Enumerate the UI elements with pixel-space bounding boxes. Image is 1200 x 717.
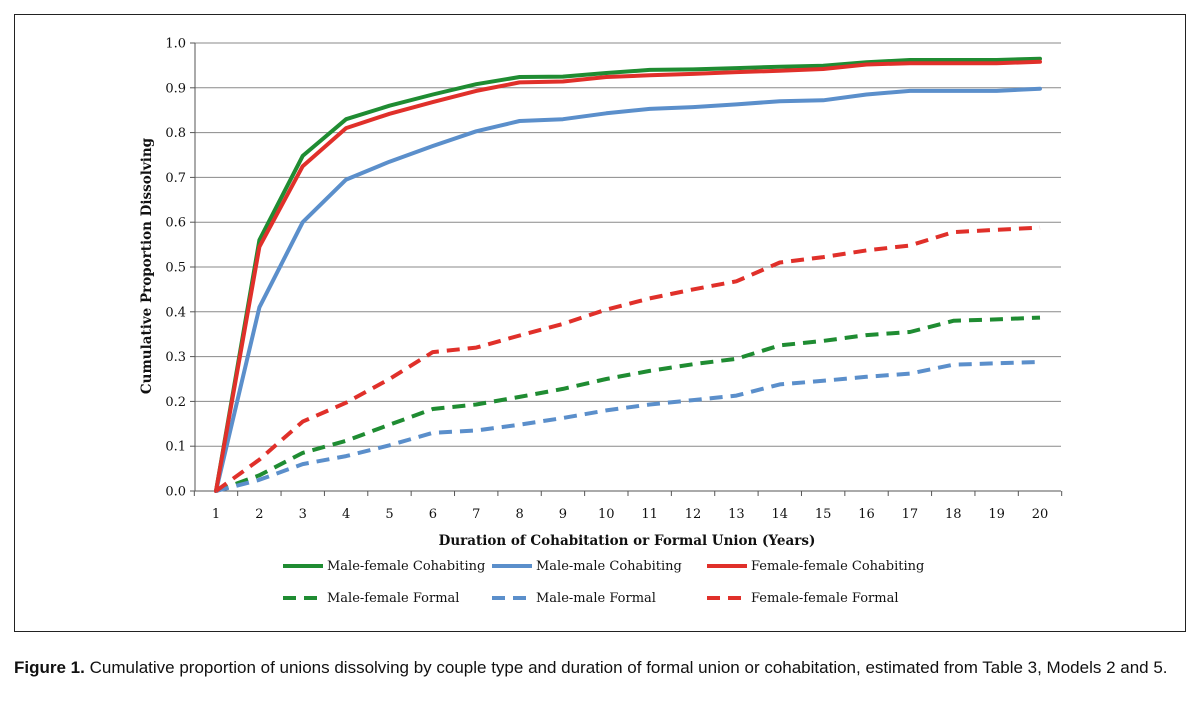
xtick-label-18: 19	[988, 507, 1005, 522]
xtick-label-19: 20	[1032, 507, 1049, 522]
xtick-label-13: 14	[772, 507, 789, 522]
xtick-label-2: 3	[299, 507, 307, 522]
series-line-male-female-cohabiting	[214, 56, 1042, 493]
legend-label-male-female-cohabiting: Male-female Cohabiting	[327, 559, 485, 574]
xtick-label-11: 12	[685, 507, 702, 522]
xtick-label-3: 4	[342, 507, 350, 522]
legend-label-male-male-cohabiting: Male-male Cohabiting	[536, 559, 682, 574]
ytick-label-1: 0.1	[165, 440, 186, 455]
legend-label-female-female-formal: Female-female Formal	[751, 591, 898, 606]
legend-item-male-male-formal: Male-male Formal	[492, 591, 656, 606]
xtick-label-1: 2	[255, 507, 263, 522]
xtick-label-12: 13	[728, 507, 745, 522]
x-tick-labels: 1 2 3 4 5 6 7 8 9 10 11 12 13 14 15 16 17 18 19 20	[212, 507, 1048, 522]
ytick-label-9: 0.9	[165, 81, 186, 96]
ytick-label-6: 0.6	[165, 216, 186, 231]
figure-label: Figure 1.	[14, 658, 85, 677]
xtick-label-16: 17	[902, 507, 919, 522]
xtick-label-7: 8	[515, 507, 523, 522]
legend-label-male-female-formal: Male-female Formal	[327, 591, 459, 606]
figure-caption: Figure 1. Cumulative proportion of union…	[14, 656, 1184, 679]
series-line-female-female-formal	[214, 225, 1041, 493]
series-line-male-female-formal	[215, 315, 1041, 493]
xtick-label-9: 10	[598, 507, 615, 522]
xtick-label-10: 11	[641, 507, 658, 522]
series-lines	[214, 56, 1042, 493]
xtick-label-4: 5	[385, 507, 393, 522]
ytick-label-5: 0.5	[165, 261, 186, 276]
xtick-label-5: 6	[429, 507, 437, 522]
series-line-female-female-cohabiting	[214, 59, 1042, 493]
series-line-male-male-formal	[215, 360, 1041, 493]
legend-item-male-male-cohabiting: Male-male Cohabiting	[492, 559, 682, 574]
legend-item-female-female-cohabiting: Female-female Cohabiting	[707, 559, 924, 574]
legend-label-male-male-formal: Male-male Formal	[536, 591, 656, 606]
xtick-label-0: 1	[212, 507, 220, 522]
xtick-label-17: 18	[945, 507, 962, 522]
ytick-label-10: 1.0	[165, 37, 186, 52]
legend-item-female-female-formal: Female-female Formal	[707, 591, 898, 606]
ytick-label-4: 0.4	[165, 305, 186, 320]
legend-label-female-female-cohabiting: Female-female Cohabiting	[751, 559, 924, 574]
ytick-label-2: 0.2	[165, 395, 186, 410]
ytick-label-7: 0.7	[165, 171, 186, 186]
ytick-label-0: 0.0	[165, 485, 186, 500]
x-axis-label: Duration of Cohabitation or Formal Union…	[439, 533, 816, 549]
ytick-label-8: 0.8	[165, 126, 186, 141]
y-tick-labels: 0.0 0.1 0.2 0.3 0.4 0.5 0.6 0.7 0.8 0.9 1.0	[165, 37, 186, 500]
legend: Male-female Cohabiting Male-male Cohabiti…	[283, 559, 924, 606]
xtick-label-6: 7	[472, 507, 480, 522]
legend-item-male-female-cohabiting: Male-female Cohabiting	[283, 559, 485, 574]
ytick-label-3: 0.3	[165, 350, 186, 365]
figure-frame	[14, 14, 1186, 632]
y-axis-label: Cumulative Proportion Dissolving	[139, 137, 155, 394]
legend-item-male-female-formal: Male-female Formal	[283, 591, 459, 606]
xtick-label-15: 16	[858, 507, 875, 522]
axes	[190, 42, 1063, 496]
figure-caption-text: Cumulative proportion of unions dissolvi…	[89, 658, 1168, 677]
xtick-label-14: 15	[815, 507, 832, 522]
series-line-male-male-cohabiting	[214, 86, 1042, 493]
xtick-label-8: 9	[559, 507, 567, 522]
